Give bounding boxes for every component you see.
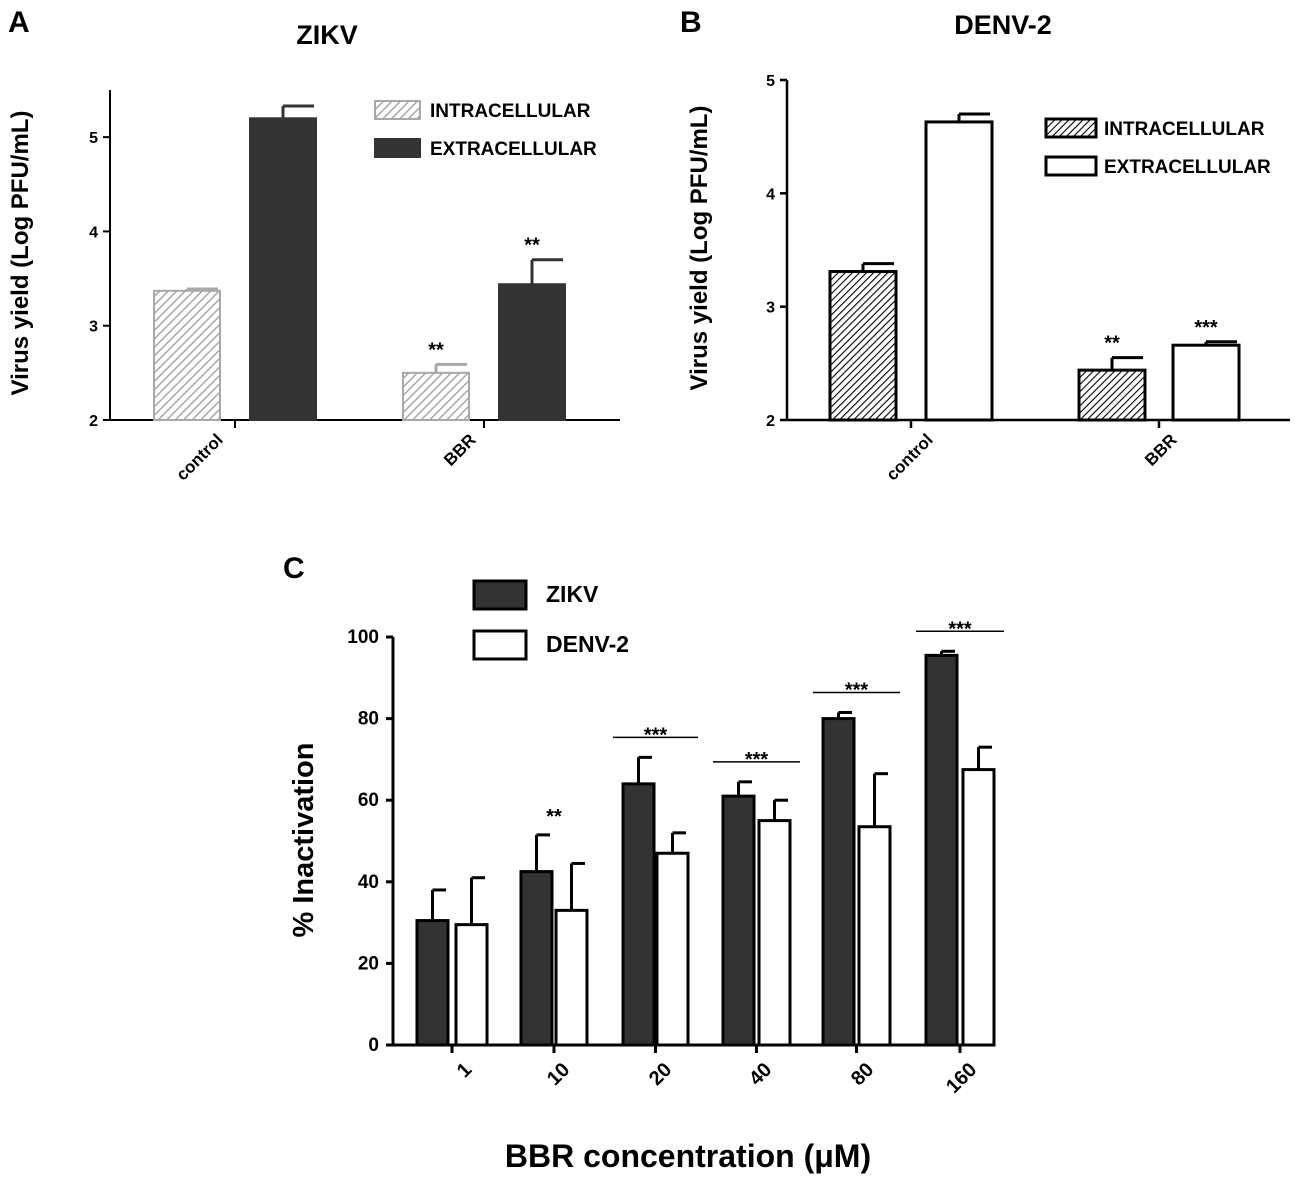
significance-label: ***: [845, 679, 869, 701]
legend-swatch: [374, 100, 421, 120]
legend-swatch: [1044, 155, 1098, 177]
panel-letter-a: A: [8, 6, 30, 39]
panel-b-title: DENV-2: [954, 10, 1052, 40]
significance-label: **: [1104, 333, 1120, 355]
y-tick-label: 3: [766, 300, 775, 317]
x-tick-label: control: [882, 430, 936, 484]
bar: [454, 923, 489, 1047]
legend: ZIKV DENV-2: [472, 579, 629, 661]
y-tick-label: 3: [89, 319, 98, 336]
bar: [757, 819, 792, 1047]
y-tick-label: 2: [89, 413, 98, 430]
panel-letter-c: C: [283, 552, 305, 585]
x-tick-label: 1: [453, 1059, 476, 1082]
y-tick-label: 0: [368, 1035, 379, 1056]
x-tick-label: 160: [942, 1059, 981, 1098]
y-tick-label: 60: [358, 790, 379, 811]
significance-label: ***: [948, 618, 972, 640]
panel-a-plot: 2 3 4 5 control BBR ** ** INTRACELLULAR EXTRACELL…: [89, 90, 620, 484]
y-tick-label: 2: [766, 413, 775, 430]
legend-swatch: [1044, 117, 1098, 139]
bar: [1077, 368, 1147, 422]
bar: [402, 371, 470, 422]
legend-label: INTRACELLULAR: [430, 101, 591, 122]
legend: INTRACELLULAR EXTRACELLULAR: [374, 100, 597, 160]
y-tick-label: 4: [89, 224, 98, 241]
panel-b: B DENV-2 Virus yield (Log PFU/mL) 2 3 4 5 co…: [680, 6, 1290, 484]
significance-label: **: [428, 339, 444, 361]
y-tick-label: 40: [358, 872, 379, 893]
bar: [621, 782, 656, 1047]
x-tick-label: BBR: [1141, 430, 1180, 469]
legend-swatch: [374, 138, 421, 158]
panel-c-x-axis-label: BBR concentration (μM): [505, 1138, 871, 1174]
panel-a-y-axis-label: Virus yield (Log PFU/mL): [7, 111, 34, 396]
panel-a-title: ZIKV: [296, 20, 358, 50]
bar: [828, 270, 898, 422]
y-tick-label: 80: [358, 709, 379, 730]
bar: [519, 870, 554, 1047]
bar: [924, 653, 959, 1047]
x-tick-label: control: [172, 430, 226, 484]
legend: INTRACELLULAR EXTRACELLULAR: [1044, 117, 1271, 178]
panel-c-y-axis-label: % Inactivation: [288, 743, 320, 938]
x-tick-label: 80: [847, 1059, 878, 1090]
bar: [857, 825, 892, 1047]
legend-label: EXTRACELLULAR: [1104, 157, 1271, 178]
legend-label: DENV-2: [546, 631, 629, 657]
y-tick-label: 5: [89, 130, 98, 147]
y-tick-label: 5: [766, 73, 775, 90]
legend-swatch: [472, 629, 528, 661]
legend-label: EXTRACELLULAR: [430, 139, 597, 160]
x-tick-label: BBR: [440, 430, 479, 469]
legend-label: INTRACELLULAR: [1104, 119, 1265, 140]
significance-label: **: [524, 235, 540, 257]
legend-label: ZIKV: [546, 581, 599, 607]
bar: [655, 851, 690, 1047]
significance-label: ***: [644, 724, 668, 746]
y-tick-label: 20: [358, 953, 379, 974]
x-tick-label: 10: [543, 1059, 574, 1090]
bar: [498, 283, 566, 421]
bar: [821, 717, 856, 1047]
y-tick-label: 4: [766, 186, 775, 203]
bar: [554, 908, 589, 1047]
x-tick-label: 40: [745, 1059, 776, 1090]
significance-label: **: [546, 806, 562, 828]
bar: [721, 794, 756, 1047]
significance-label: ***: [1194, 317, 1218, 339]
bar: [415, 919, 450, 1047]
legend-swatch: [472, 579, 528, 611]
bar: [1171, 343, 1241, 422]
y-tick-label: 100: [347, 627, 379, 648]
bar: [924, 120, 994, 422]
panel-letter-b: B: [680, 6, 702, 39]
panel-c: C % Inactivation BBR concentration (μM) …: [283, 552, 1004, 1174]
x-tick-label: 20: [645, 1059, 676, 1090]
significance-label: ***: [745, 749, 769, 771]
panel-b-y-axis-label: Virus yield (Log PFU/mL): [686, 106, 713, 391]
bar: [961, 768, 996, 1047]
bar: [153, 289, 221, 422]
panel-a: A ZIKV Virus yield (Log PFU/mL) 2 3 4 5 cont…: [7, 6, 620, 484]
bar: [249, 117, 317, 422]
